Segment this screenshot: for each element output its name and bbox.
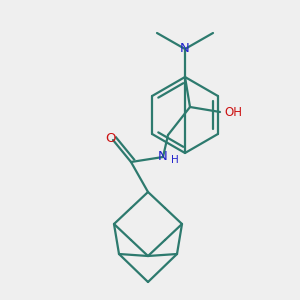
Text: N: N [158, 151, 168, 164]
Text: N: N [180, 43, 190, 56]
Text: OH: OH [224, 106, 242, 118]
Text: O: O [106, 131, 116, 145]
Text: H: H [171, 155, 179, 165]
